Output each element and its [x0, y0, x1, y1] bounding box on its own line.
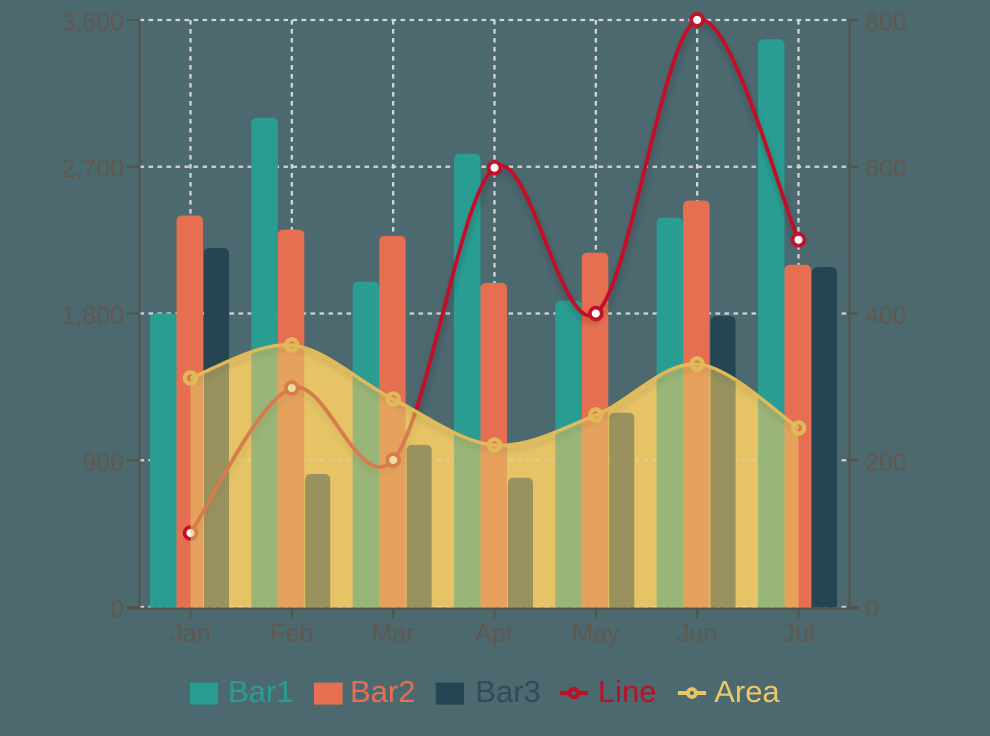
svg-text:Feb: Feb: [270, 620, 313, 648]
svg-text:900: 900: [82, 449, 124, 477]
svg-text:Jan: Jan: [170, 620, 210, 648]
svg-text:800: 800: [865, 9, 907, 37]
svg-text:Apr: Apr: [475, 620, 514, 648]
svg-text:Mar: Mar: [372, 620, 415, 648]
svg-text:600: 600: [865, 155, 907, 183]
svg-text:400: 400: [865, 302, 907, 330]
svg-text:Bar3: Bar3: [475, 674, 540, 709]
svg-text:0: 0: [110, 596, 124, 624]
svg-text:Bar2: Bar2: [350, 674, 415, 709]
svg-text:Jun: Jun: [677, 620, 717, 648]
svg-text:1,800: 1,800: [61, 302, 124, 330]
svg-text:May: May: [572, 620, 620, 648]
svg-text:Jul: Jul: [783, 620, 815, 648]
svg-text:200: 200: [865, 449, 907, 477]
svg-text:0: 0: [865, 596, 879, 624]
svg-text:Line: Line: [598, 674, 657, 709]
svg-text:Bar1: Bar1: [228, 674, 293, 709]
svg-text:Area: Area: [714, 674, 780, 709]
svg-text:2,700: 2,700: [61, 155, 124, 183]
svg-text:3,600: 3,600: [61, 9, 124, 37]
